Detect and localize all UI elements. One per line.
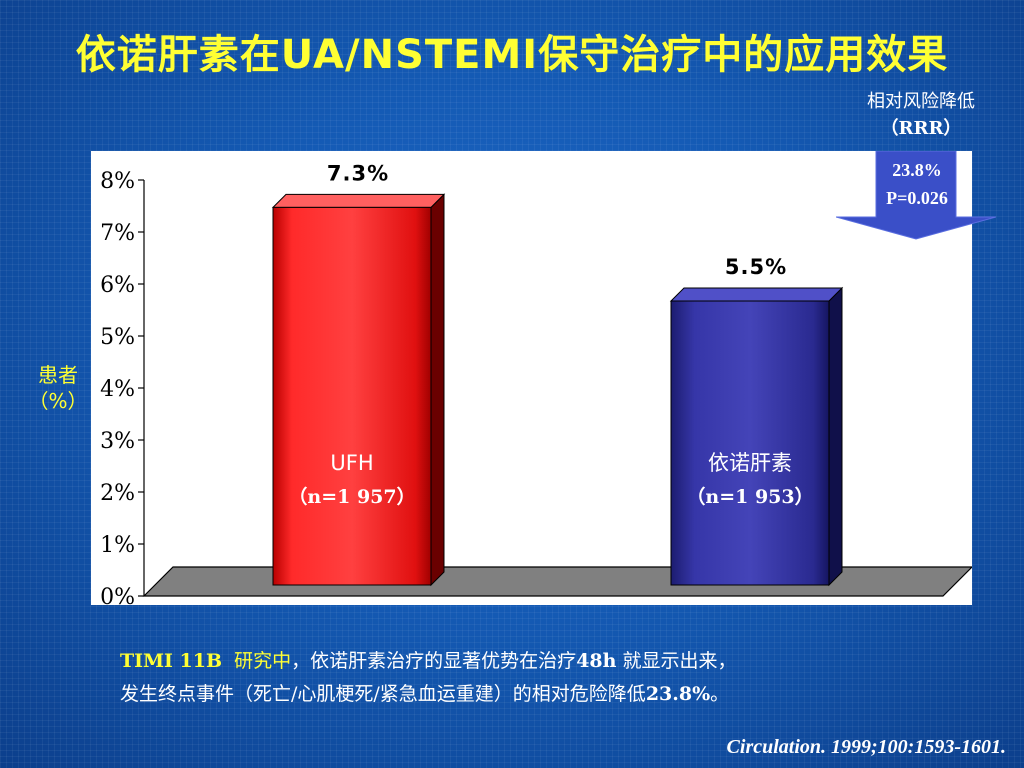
description-line2-text: 发生终点事件（死亡/心肌梗死/紧急血运重建）的相对危险降低 [120,683,646,705]
y-axis-label-line1: 患者 [38,363,78,387]
slide-title: 依诺肝素在UA/NSTEMI保守治疗中的应用效果 [75,32,949,78]
rrr-label: 相对风险降低 （RRR） [836,88,1006,142]
rrr-value: 23.8% [892,160,942,180]
rrr-p-value: P=0.026 [886,188,948,208]
rrr-inline: 23.8% [645,683,711,705]
rrr-label-text: 相对风险降低 [867,91,975,112]
description: TIMI 11B 研究中，依诺肝素治疗的显著优势在治疗48h 就显示出来， 发生… [120,645,1000,711]
description-line1-end: 就显示出来， [616,650,737,672]
description-line1-text: ，依诺肝素治疗的显著优势在治疗 [291,650,577,672]
category-label: UFH [330,451,373,475]
rrr-arrow [836,151,996,240]
description-line2: 发生终点事件（死亡/心肌梗死/紧急血运重建）的相对危险降低23.8%。 [120,678,1000,711]
category-label: 依诺肝素 [708,451,792,475]
data-label: 7.3% [327,161,389,185]
y-axis-label: 患者 （%） [28,362,88,414]
y-tick-label: 6% [100,273,135,298]
category-sublabel: （n=1 953） [686,485,813,508]
time-48h: 48h [576,650,617,672]
bar-top [669,287,844,302]
y-tick-label: 8% [100,169,135,194]
rrr-abbr: （RRR） [880,118,962,139]
chart-plot-area: 0% 1% 2% 3% 4% 5% 6% 7% 8% 7.3% UFH （n=1 957） 5.5% 依… [91,151,974,610]
bar [272,206,432,586]
study-name: TIMI 11B [120,650,223,672]
y-tick-label: 5% [100,325,135,350]
rrr-arrow-shape [836,151,996,240]
bar-side [430,193,445,587]
bar-group [669,286,844,587]
y-tick-label: 4% [100,377,135,402]
y-tick-label: 0% [100,585,135,605]
study-suffix: 研究中 [222,650,291,672]
chart-floor [142,566,974,597]
description-line1: TIMI 11B 研究中，依诺肝素治疗的显著优势在治疗48h 就显示出来， [120,645,1000,678]
study-suffix-text: 研究中 [234,650,292,672]
y-tick-label: 2% [100,481,135,506]
bar-top [271,193,446,208]
data-label: 5.5% [725,255,787,279]
category-sublabel: （n=1 957） [288,485,415,508]
bar-chart: 0% 1% 2% 3% 4% 5% 6% 7% 8% 7.3% UFH （n=1 957） 5.5% 依… [100,161,974,610]
rrr-arrow-text: 23.8% P=0.026 [876,156,958,212]
description-end: 。 [710,683,730,705]
citation: Circulation. 1999;100:1593-1601. [726,736,1006,758]
y-tick-label: 7% [100,221,135,246]
y-tick-label: 3% [100,429,135,454]
y-axis-label-line2: （%） [28,389,88,413]
y-tick-label: 1% [100,533,135,558]
bar-side [828,286,843,587]
bar-group [271,193,446,587]
bar [670,300,830,586]
